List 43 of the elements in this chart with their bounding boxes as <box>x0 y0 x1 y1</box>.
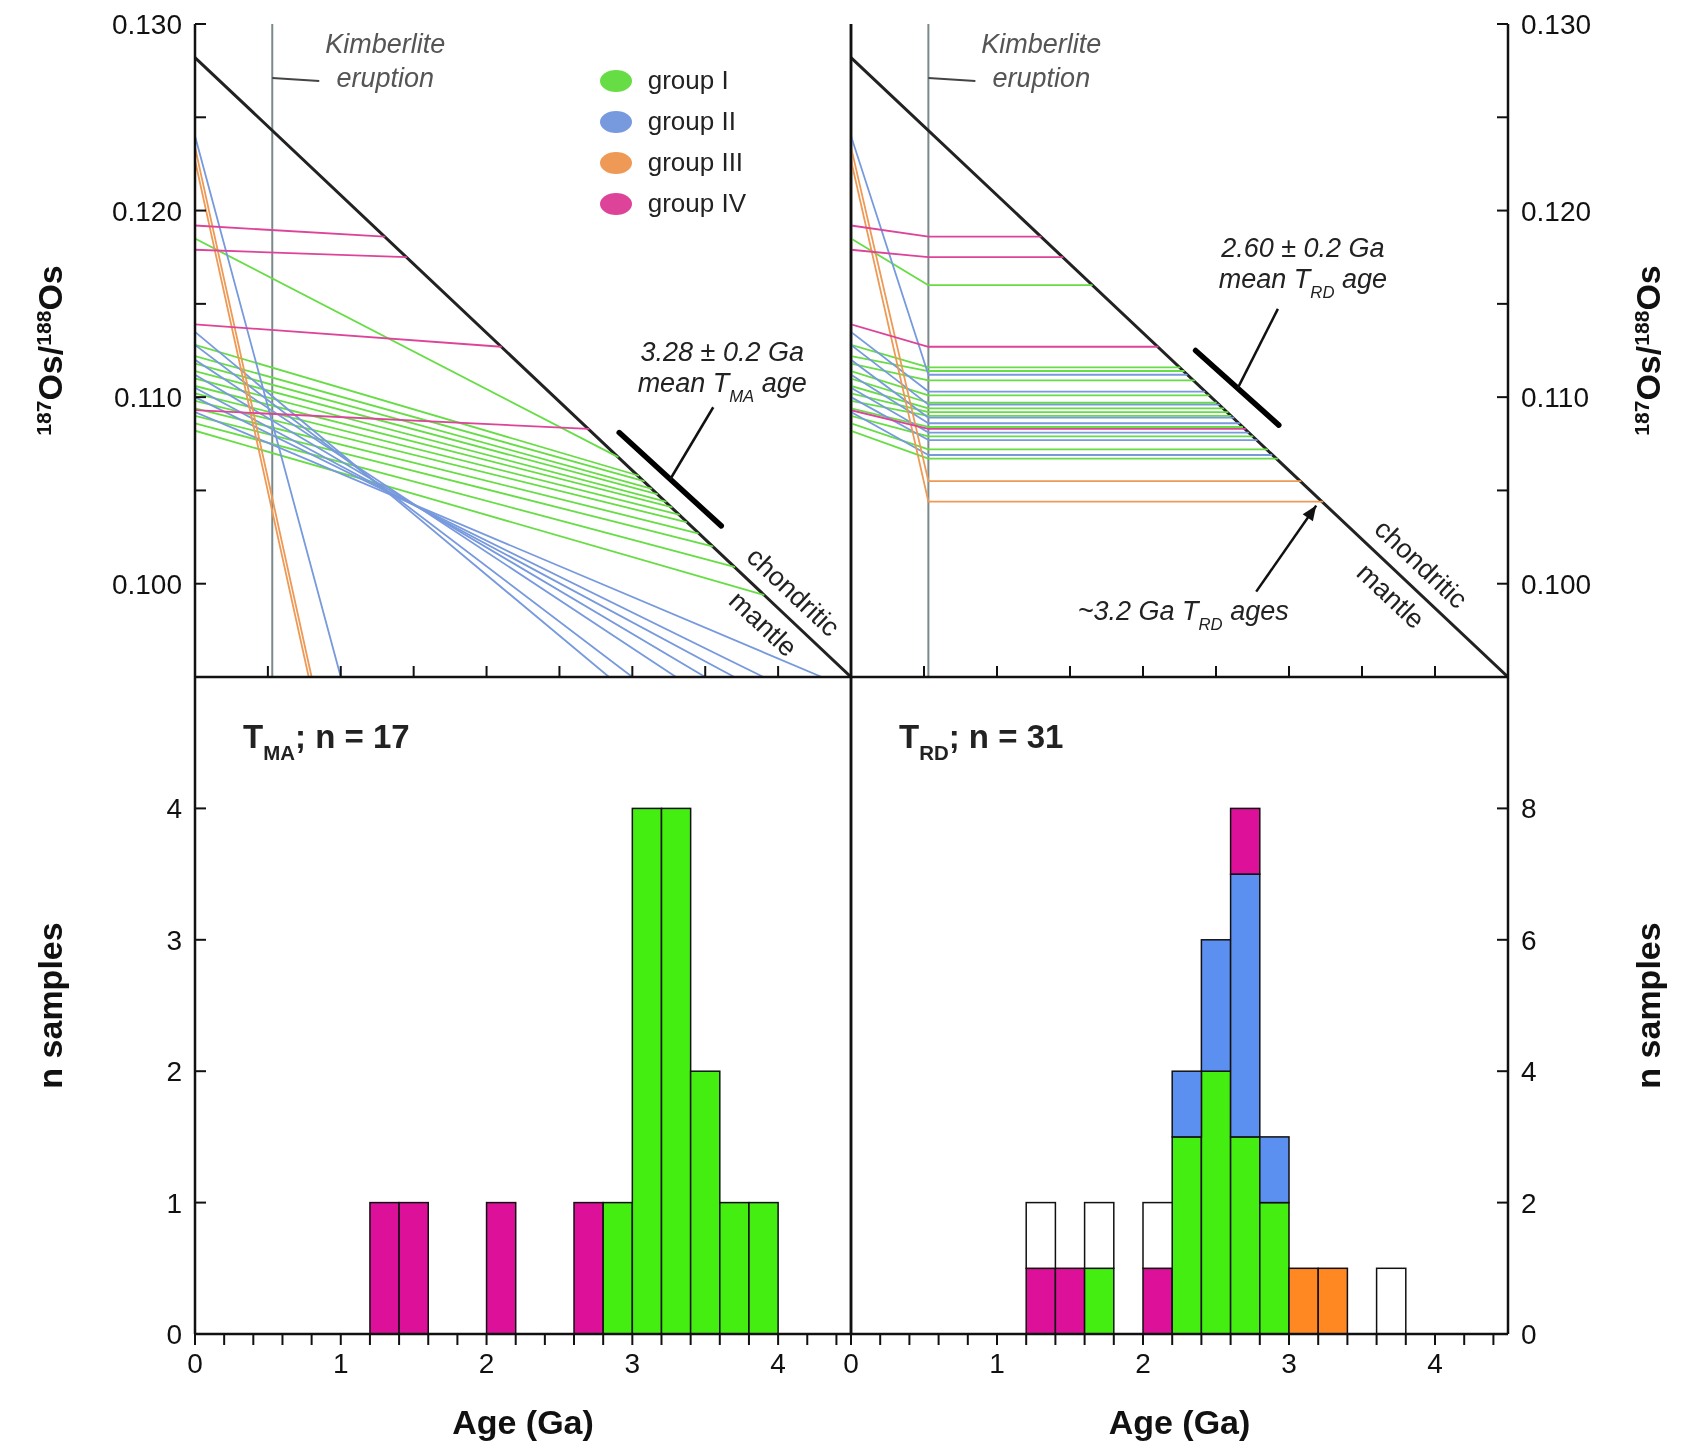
x-tick-label: 2 <box>478 1347 495 1379</box>
legend-label: group II <box>647 106 736 137</box>
y-tick-label: 0.120 <box>1521 195 1592 227</box>
y-axis-title: n samples <box>1629 922 1667 1089</box>
y-tick-label: 0.130 <box>1521 8 1592 40</box>
y-tick-label: 3 <box>166 924 182 956</box>
x-tick-label: 0 <box>187 1347 203 1379</box>
y-tick-label: 0.100 <box>111 568 182 600</box>
annotation: T$_{RD}$; n = 31 <box>899 718 1064 764</box>
ref-line-label: Kimberlite eruption <box>325 29 446 93</box>
y-tick-label: 2 <box>166 1056 182 1088</box>
ref-line-label: Kimberlite eruption <box>981 29 1102 93</box>
legend-label: group I <box>647 65 729 96</box>
x-axis-title: Age (Ga) <box>452 1403 594 1441</box>
legend-label: group IV <box>647 188 746 219</box>
x-tick-label: 2 <box>1135 1347 1151 1379</box>
y-tick-label: 0.100 <box>1521 568 1592 600</box>
annotation: 3.28 ± 0.2 Ga mean T$_{MA}$ age <box>637 336 807 406</box>
y-tick-label: 4 <box>166 793 182 825</box>
y-tick-label: 0 <box>166 1318 182 1350</box>
y-tick-label: 2 <box>1521 1187 1537 1219</box>
y-tick-label: 1 <box>166 1187 182 1219</box>
x-tick-label: 0 <box>843 1347 859 1379</box>
annotation: ~3.2 Ga T$_{RD}$ ages <box>1077 595 1289 634</box>
x-tick-label: 1 <box>989 1347 1005 1379</box>
x-tick-label: 4 <box>770 1347 786 1379</box>
x-axis-title: Age (Ga) <box>1108 1403 1251 1441</box>
legend-label: group III <box>647 147 744 178</box>
y-tick-label: 0.110 <box>1521 382 1589 414</box>
y-axis-title: n samples <box>31 922 69 1089</box>
y-tick-label: 6 <box>1521 924 1537 956</box>
annotation: 2.60 ± 0.2 Ga mean T$_{RD}$ age <box>1218 233 1388 302</box>
y-tick-label: 0.130 <box>111 8 182 40</box>
y-tick-label: 4 <box>1521 1056 1537 1088</box>
x-tick-label: 3 <box>624 1347 641 1379</box>
y-tick-label: 0.120 <box>111 195 182 227</box>
x-tick-label: 4 <box>1427 1347 1443 1379</box>
annotation: T$_{MA}$; n = 17 <box>243 718 410 764</box>
y-tick-label: 8 <box>1521 793 1537 825</box>
y-tick-label: 0 <box>1521 1318 1537 1350</box>
x-tick-label: 1 <box>332 1347 349 1379</box>
y-tick-label: 0.110 <box>114 382 182 414</box>
x-tick-label: 3 <box>1281 1347 1297 1379</box>
